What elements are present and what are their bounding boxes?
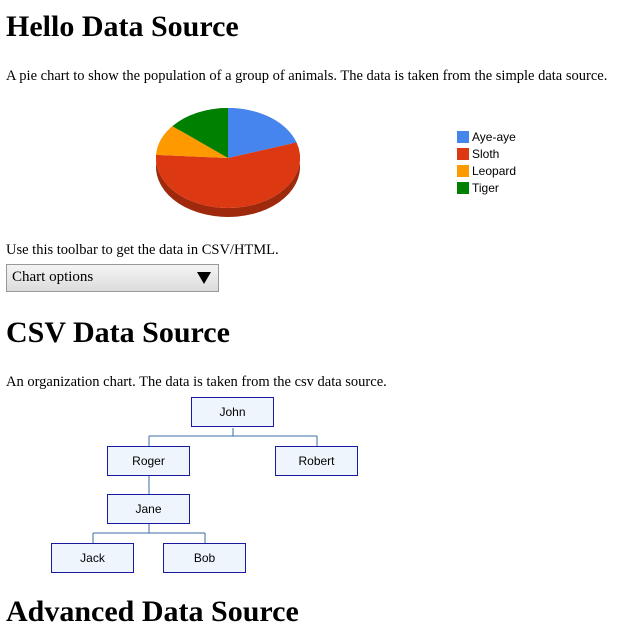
csv-text: An organization chart. The data is taken… — [6, 374, 387, 390]
org-node[interactable]: Jane — [107, 494, 190, 524]
dropdown-arrow — [197, 272, 211, 284]
org-node[interactable]: Roger — [107, 446, 190, 476]
legend-item: Sloth — [457, 145, 516, 162]
intro-text: A pie chart to show the population of a … — [6, 68, 608, 84]
dropdown-label: Chart options — [12, 269, 94, 285]
legend-label: Tiger — [472, 180, 499, 195]
chart-options-dropdown[interactable]: Chart options — [6, 264, 219, 292]
org-node[interactable]: Jack — [51, 543, 134, 573]
pie-slice — [228, 108, 297, 158]
legend-item: Tiger — [457, 179, 516, 196]
pie-slice — [155, 142, 300, 208]
legend-swatch — [457, 164, 469, 177]
section-title: Advanced Data Source — [6, 595, 299, 628]
toolbar-text: Use this toolbar to get the data in CSV/… — [6, 242, 279, 258]
org-node[interactable]: Robert — [275, 446, 358, 476]
legend-item: Leopard — [457, 162, 516, 179]
legend-swatch — [457, 181, 469, 194]
legend-label: Aye-aye — [472, 129, 516, 144]
pie-slice — [156, 126, 228, 158]
section-title: CSV Data Source — [6, 316, 230, 349]
legend-label: Leopard — [472, 163, 517, 178]
org-node[interactable]: Bob — [163, 543, 246, 573]
org-node[interactable]: John — [191, 397, 274, 427]
page-title: Hello Data Source — [6, 10, 239, 43]
legend-swatch — [457, 147, 469, 160]
legend: Aye-aye Sloth Leopard Tiger — [457, 128, 516, 196]
pie-slice — [172, 108, 228, 158]
legend-swatch — [457, 130, 469, 143]
legend-label: Sloth — [472, 146, 500, 161]
pie-chart — [155, 108, 300, 217]
legend-item: Aye-aye — [457, 128, 516, 145]
